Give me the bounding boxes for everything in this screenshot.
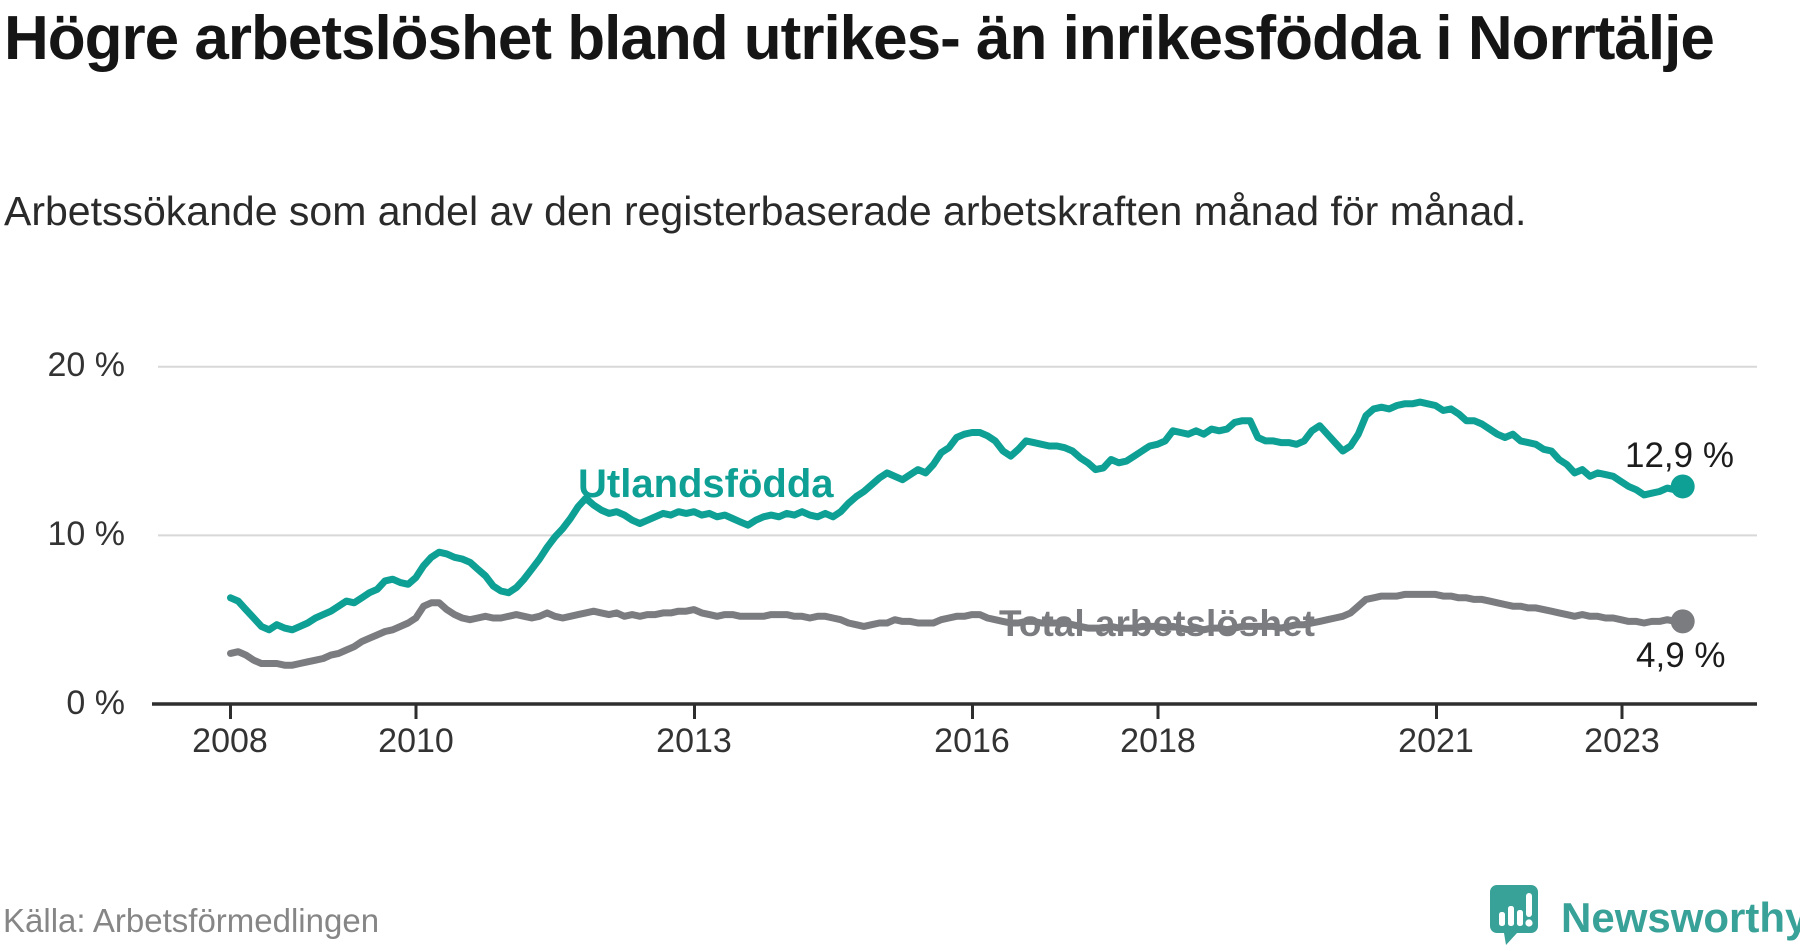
x-axis-label-2018: 2018	[1120, 722, 1196, 760]
x-axis-label-2016: 2016	[934, 722, 1010, 760]
x-axis-label-2023: 2023	[1584, 722, 1660, 760]
newsworthy-bar-chart-icon	[1489, 884, 1539, 951]
newsworthy-logo: Newsworthy	[1489, 884, 1800, 951]
page-title: Högre arbetslöshet bland utrikes- än inr…	[4, 4, 1715, 73]
end-value-utlandsfodda: 12,9 %	[1625, 436, 1734, 475]
source-note: Källa: Arbetsförmedlingen	[3, 902, 380, 939]
y-axis-label-20: 20 %	[47, 346, 126, 384]
series-label-utlandsfodda: Utlandsfödda	[578, 462, 834, 506]
x-axis-label-2021: 2021	[1398, 722, 1474, 760]
series-label-total-arbetsloshet: Total arbetslöshet	[999, 603, 1315, 644]
newsworthy-wordmark: Newsworthy	[1561, 893, 1800, 941]
end-value-total-arbetsloshet: 4,9 %	[1636, 636, 1726, 675]
x-axis-label-2008: 2008	[192, 722, 268, 760]
page-subtitle: Arbetssökande som andel av den registerb…	[4, 188, 1527, 234]
y-axis-label-10: 10 %	[47, 515, 126, 553]
x-axis-label-2010: 2010	[378, 722, 454, 760]
y-axis-label-0: 0 %	[66, 684, 125, 722]
x-axis-label-2013: 2013	[656, 722, 732, 760]
